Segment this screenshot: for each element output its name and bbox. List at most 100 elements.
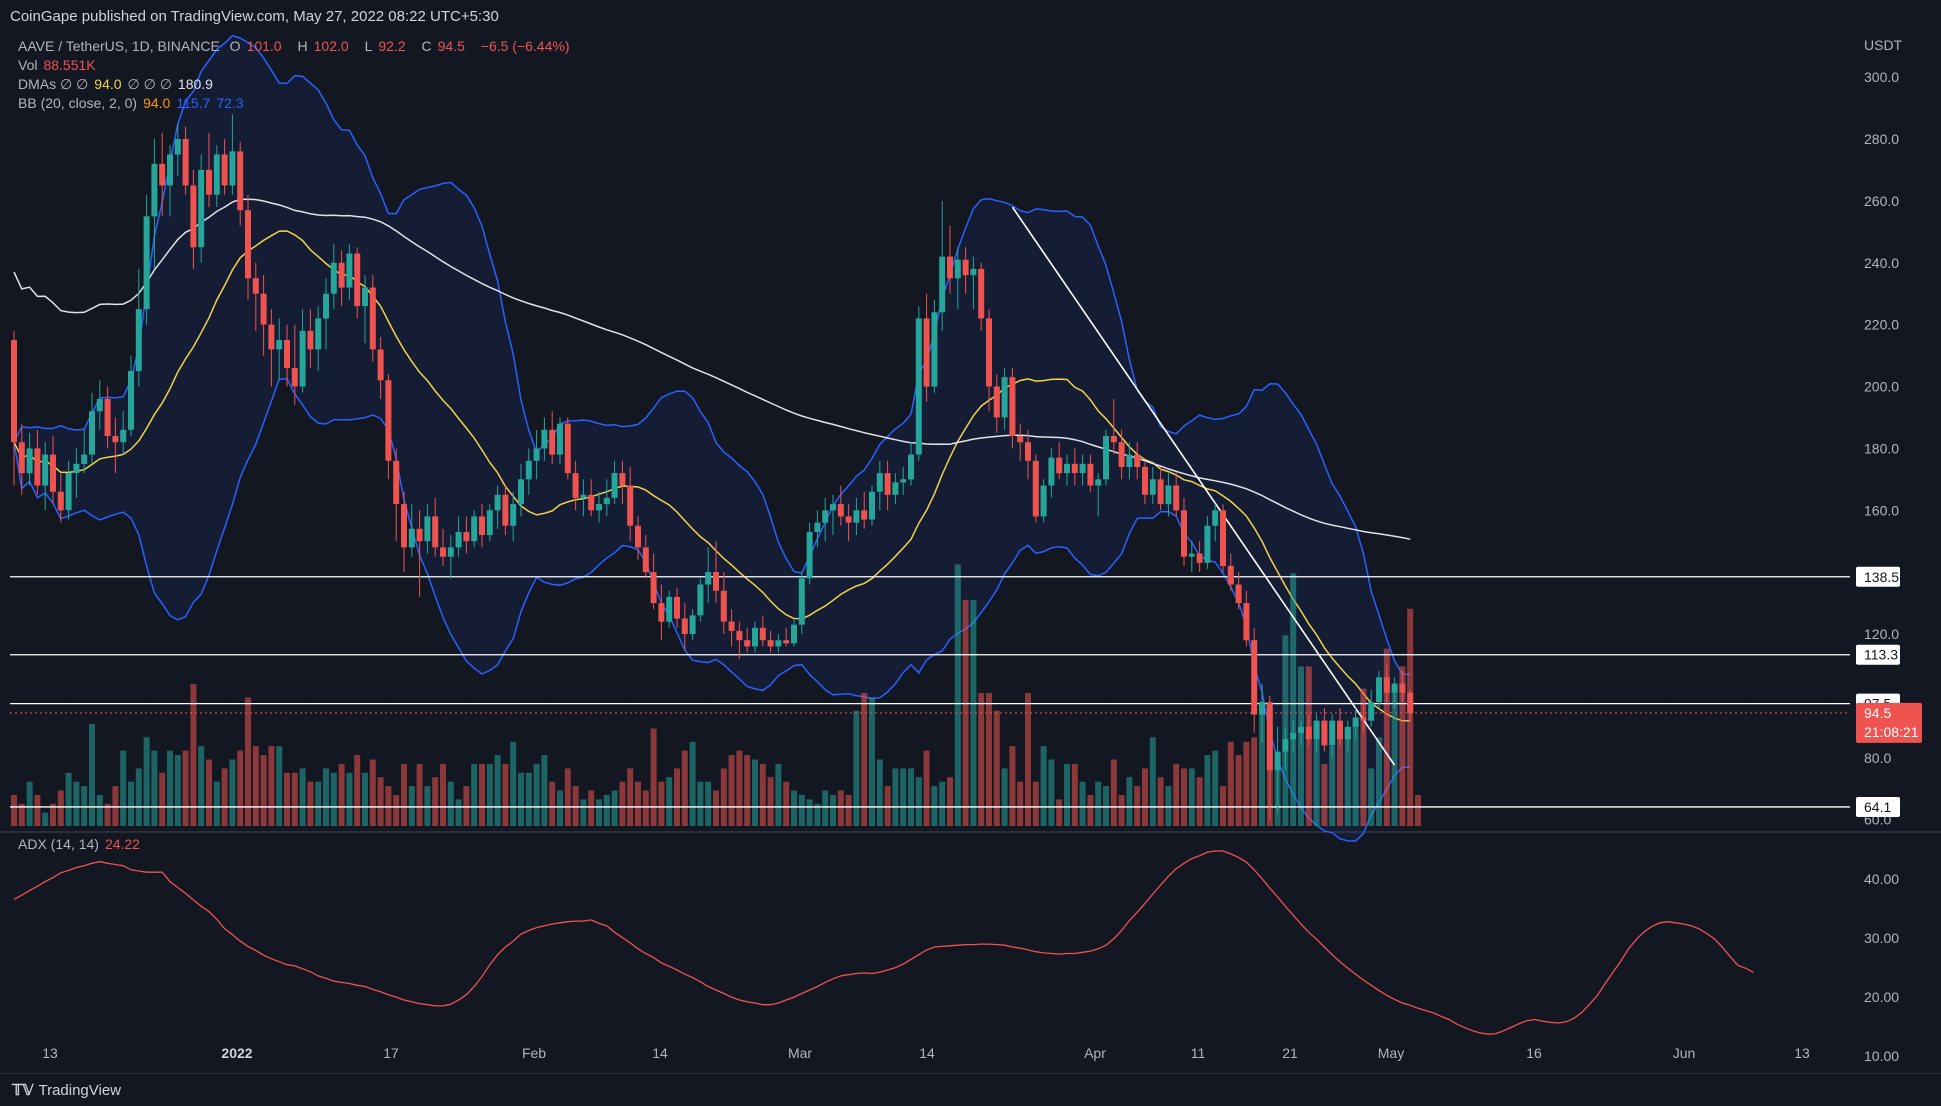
candle-body [1391, 683, 1398, 693]
volume-bar [588, 790, 595, 826]
adx-label: ADX (14, 14) [18, 836, 99, 852]
volume-bar [580, 799, 587, 826]
volume-bar [362, 772, 368, 826]
low-value: 92.2 [378, 38, 406, 54]
candle-body [681, 618, 688, 634]
candle-body [1017, 436, 1024, 443]
candle-body [642, 547, 649, 573]
candle [1025, 429, 1031, 480]
candle-body [1118, 442, 1125, 467]
candle-body [931, 312, 938, 387]
candle [908, 442, 914, 486]
candle [1212, 504, 1219, 542]
volume-bar [18, 803, 25, 826]
volume-bar [798, 795, 805, 826]
candle [1368, 689, 1375, 727]
volume-bar [853, 710, 860, 826]
tradingview-logo[interactable]: 𝕋𝕍 TradingView [12, 1081, 121, 1099]
candle [447, 535, 454, 579]
volume-bar [728, 755, 735, 826]
volume-bar [34, 795, 41, 826]
publisher-line: CoinGape published on TradingView.com, M… [10, 8, 499, 25]
candle-body [1251, 640, 1258, 715]
volume-bar [1344, 728, 1351, 826]
volume-bar [658, 781, 665, 826]
candle-body [518, 479, 524, 505]
volume-bar [814, 803, 821, 826]
candle [1313, 714, 1320, 752]
change-value: −6.5 (−6.44%) [480, 38, 570, 54]
volume-bar [143, 737, 150, 826]
volume-bar [822, 790, 829, 826]
candle [728, 609, 735, 647]
candle-body [206, 169, 212, 195]
candle [81, 429, 88, 474]
candle [112, 417, 119, 474]
candle [557, 417, 563, 464]
candle [564, 417, 571, 480]
volume-bar [408, 786, 415, 826]
candle-body [252, 278, 259, 294]
bollinger-fill [14, 35, 1411, 842]
candle [1157, 466, 1164, 511]
candle-body [674, 596, 680, 619]
candle-body [915, 318, 922, 455]
candle-body [798, 578, 805, 625]
candle [931, 299, 938, 393]
candle-body [908, 454, 914, 480]
volume-bar [1009, 746, 1016, 826]
candle-body [1274, 751, 1281, 771]
volume-bar [1259, 701, 1265, 826]
candle-body [814, 522, 821, 532]
symbol-label[interactable]: AAVE / TetherUS, 1D, BINANCE [18, 38, 220, 54]
time-axis-tick: Jun [1673, 1045, 1696, 1061]
candle-body [1095, 479, 1102, 486]
volume-bar [1352, 724, 1359, 826]
volume-bar [549, 781, 556, 826]
volume-bar [1196, 777, 1203, 826]
candle [650, 553, 657, 610]
time-axis-tick: 17 [383, 1045, 399, 1061]
candle-body [713, 572, 719, 591]
volume-bar [276, 746, 283, 826]
candle-body [1298, 726, 1304, 733]
candle [720, 572, 727, 634]
volume-bar [1064, 763, 1070, 826]
candle [775, 634, 782, 653]
time-axis-tick: 13 [42, 1045, 58, 1061]
candle-body [65, 473, 72, 511]
volume-bar [1212, 750, 1219, 826]
volume-bar [120, 750, 127, 826]
last-price-label: 94.5 [1864, 705, 1891, 721]
candle [978, 262, 985, 331]
candle-body [260, 293, 267, 325]
candle [73, 448, 80, 498]
volume-bar [1313, 728, 1320, 826]
open-label: O [229, 38, 241, 54]
candle-body [1181, 510, 1187, 557]
candle-body [1056, 457, 1063, 474]
volume-bar [252, 746, 259, 826]
candle-body [705, 572, 712, 585]
candle-body [1290, 733, 1297, 740]
price-axis-unit: USDT [1864, 37, 1903, 53]
volume-bar [627, 768, 634, 826]
volume-bar [89, 724, 95, 826]
candle [174, 123, 181, 177]
volume-bar [1399, 666, 1406, 826]
volume-bar [1251, 737, 1258, 826]
candle-body [1329, 720, 1336, 746]
volume-bar [1415, 795, 1421, 826]
time-axis-tick: 11 [1191, 1045, 1206, 1061]
candle [135, 268, 142, 387]
volume-bar [432, 777, 439, 826]
candle [549, 411, 556, 464]
candle-body [1212, 510, 1219, 526]
candle-body [1337, 720, 1343, 740]
bb-upper-value: 115.7 [176, 95, 211, 111]
candle [1173, 473, 1180, 517]
volume-bar [260, 755, 267, 826]
candle [362, 275, 368, 344]
candle [299, 309, 306, 393]
